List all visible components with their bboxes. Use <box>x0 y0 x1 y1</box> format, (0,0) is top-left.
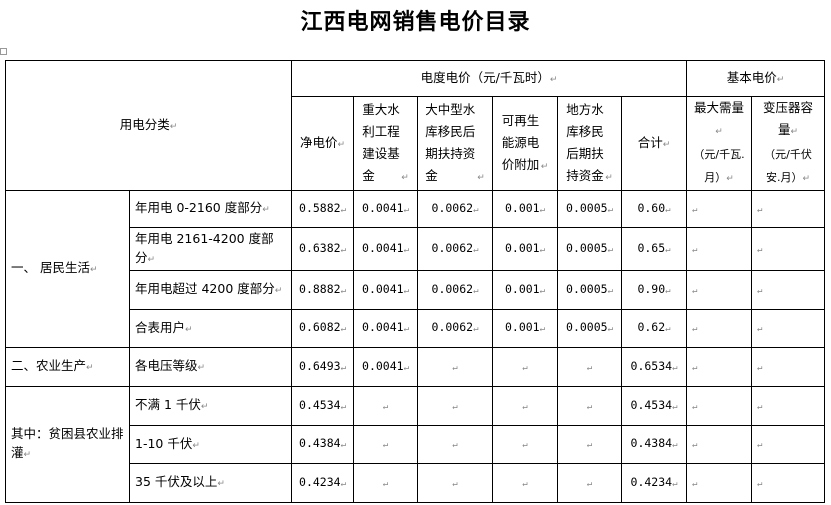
price-cell <box>492 425 558 464</box>
price-cell <box>492 386 558 426</box>
price-cell: 0.0041 <box>353 347 418 387</box>
price-cell: 0.4534 <box>291 386 354 426</box>
price-cell <box>417 425 493 464</box>
group-label: 其中：贫困县农业排灌 <box>5 386 130 503</box>
header-category: 用电分类 <box>5 60 292 191</box>
price-cell: 0.0041 <box>353 190 418 228</box>
group-label: 二、农业生产 <box>5 347 130 387</box>
header-energy-price: 电度电价（元/千瓦时） <box>291 60 687 97</box>
table-row: 二、农业生产各电压等级0.64930.0041 0.6534 <box>5 347 825 387</box>
table-row: 35 千伏及以上0.42340.4234 <box>6 463 825 503</box>
price-cell <box>751 425 825 464</box>
price-cell <box>686 347 752 387</box>
group-label: 一、 居民生活 <box>5 190 130 348</box>
price-cell: 0.0041 <box>353 270 418 310</box>
header-basic-column: 最大需量（元/千瓦.月） <box>686 96 752 191</box>
price-cell: 0.90 <box>621 270 687 310</box>
price-cell: 0.62 <box>621 309 687 348</box>
price-cell <box>751 270 825 310</box>
table-row: 一、 居民生活年用电 0-2160 度部分0.58820.00410.00620… <box>5 190 825 348</box>
price-cell: 0.6534 <box>621 347 687 387</box>
price-cell <box>557 347 622 387</box>
subcategory: 年用电 0-2160 度部分 <box>129 190 292 228</box>
price-cell: 0.4234 <box>291 463 354 503</box>
price-cell: 0.4534 <box>621 386 687 426</box>
price-cell <box>353 425 418 464</box>
price-cell <box>686 270 752 310</box>
price-cell: 0.4234 <box>621 463 687 503</box>
subcategory: 1-10 千伏 <box>129 425 292 464</box>
price-cell: 0.6082 <box>291 309 354 348</box>
subcategory: 年用电 2161-4200 度部分 <box>129 227 292 271</box>
price-cell: 0.4384 <box>621 425 687 464</box>
price-cell <box>751 190 825 228</box>
header-basic-column: 变压器容量（元/千伏安.月） <box>751 96 825 191</box>
table-anchor-icon[interactable] <box>0 48 7 55</box>
price-cell <box>417 386 493 426</box>
price-cell: 0.8882 <box>291 270 354 310</box>
table-row: 年用电 2161-4200 度部分0.63820.00410.00620.001… <box>6 227 825 271</box>
price-cell <box>557 386 622 426</box>
price-cell: 0.0041 <box>353 227 418 271</box>
price-cell: 0.0005 <box>557 190 622 228</box>
header-column: 大中型水库移民后期扶持资金 <box>417 96 493 191</box>
price-cell: 0.6493 <box>291 347 354 387</box>
price-cell: 0.0005 <box>557 227 622 271</box>
price-cell <box>751 386 825 426</box>
table-row: 1-10 千伏0.43840.4384 <box>6 425 825 464</box>
subcategory: 年用电超过 4200 度部分 <box>129 270 292 310</box>
subcategory: 不满 1 千伏 <box>129 386 292 426</box>
header-column: 地方水库移民后期扶持资金 <box>557 96 622 191</box>
price-table: 用电分类 电度电价（元/千瓦时） 基本电价 净电价重大水利工程建设基金大中型水库… <box>5 60 825 503</box>
price-cell: 0.0062 <box>417 227 493 271</box>
price-cell: 0.001 <box>492 309 558 348</box>
header-column: 合计 <box>621 96 687 191</box>
header-column: 重大水利工程建设基金 <box>353 96 418 191</box>
price-cell <box>751 309 825 348</box>
price-cell: 0.65 <box>621 227 687 271</box>
price-cell: 0.0062 <box>417 270 493 310</box>
price-cell: 0.001 <box>492 190 558 228</box>
price-cell <box>686 309 752 348</box>
price-cell: 0.6382 <box>291 227 354 271</box>
price-cell <box>686 425 752 464</box>
subcategory: 合表用户 <box>129 309 292 348</box>
price-cell <box>686 463 752 503</box>
price-cell <box>417 463 493 503</box>
price-cell: 0.001 <box>492 227 558 271</box>
header-column: 净电价 <box>291 96 354 191</box>
price-cell: 0.0005 <box>557 309 622 348</box>
price-cell: 0.4384 <box>291 425 354 464</box>
price-cell: 0.0041 <box>353 309 418 348</box>
price-cell <box>492 463 558 503</box>
header-column: 可再生能源电价附加 <box>492 96 558 191</box>
price-cell <box>417 347 493 387</box>
price-cell: 0.0062 <box>417 190 493 228</box>
table-row: 合表用户0.60820.00410.00620.0010.00050.62 <box>6 309 825 348</box>
price-cell <box>751 463 825 503</box>
price-cell: 0.5882 <box>291 190 354 228</box>
subcategory: 35 千伏及以上 <box>129 463 292 503</box>
price-cell: 0.0005 <box>557 270 622 310</box>
price-cell: 0.60 <box>621 190 687 228</box>
header-basic-price: 基本电价 <box>686 60 825 97</box>
price-cell <box>557 463 622 503</box>
price-cell <box>492 347 558 387</box>
price-cell <box>353 386 418 426</box>
price-cell: 0.0062 <box>417 309 493 348</box>
table-row: 年用电超过 4200 度部分0.88820.00410.00620.0010.0… <box>6 270 825 310</box>
price-cell <box>751 347 825 387</box>
price-cell <box>686 386 752 426</box>
table-row: 其中：贫困县农业排灌不满 1 千伏0.45340.4534 <box>5 386 825 503</box>
document-title: 江西电网销售电价目录 <box>300 9 531 35</box>
subcategory: 各电压等级 <box>129 347 292 387</box>
price-cell <box>686 227 752 271</box>
price-cell <box>751 227 825 271</box>
price-cell <box>353 463 418 503</box>
price-cell <box>557 425 622 464</box>
price-cell: 0.001 <box>492 270 558 310</box>
price-cell <box>686 190 752 228</box>
